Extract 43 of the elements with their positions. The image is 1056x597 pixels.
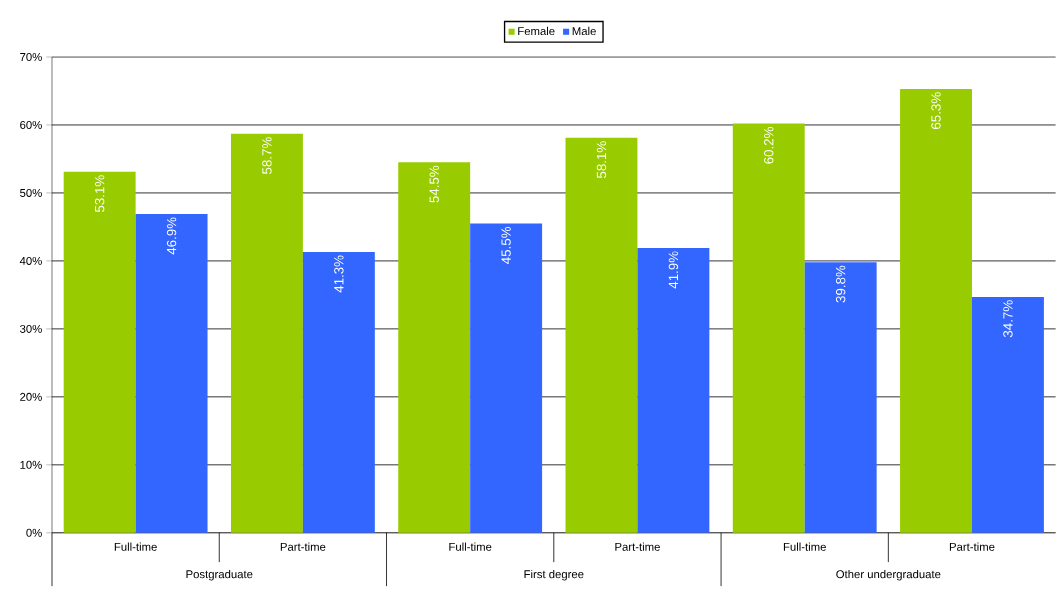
bar — [971, 297, 1044, 533]
text: Postgraduate — [186, 570, 253, 581]
data-label: 54.5% — [429, 165, 439, 203]
x-tick-label: Part-time — [949, 542, 995, 551]
data-label: 45.5% — [501, 227, 511, 265]
x-tick-label: Part-time — [280, 542, 326, 551]
y-tick-label: 0% — [26, 528, 42, 537]
y-tick-label: 20% — [20, 392, 42, 401]
y-tick-label: 50% — [20, 189, 42, 198]
bar — [63, 171, 136, 533]
y-tick-label: 10% — [20, 460, 42, 469]
legend-label: Female — [518, 26, 555, 36]
data-label: 65.3% — [931, 92, 941, 130]
legend-label: Male — [572, 26, 596, 36]
data-label: 60.2% — [764, 127, 774, 164]
bar — [804, 262, 877, 533]
x-tick-label: Full-time — [114, 542, 157, 551]
y-tick-label: 30% — [20, 324, 42, 333]
bar — [732, 123, 805, 533]
data-label: 58.7% — [262, 137, 272, 175]
bar — [230, 133, 303, 533]
bar — [302, 252, 375, 533]
y-tick-label: 40% — [19, 257, 42, 266]
text: First degree — [524, 570, 584, 581]
data-label: 41.9% — [668, 251, 679, 289]
x-tick-label: Full-time — [449, 542, 492, 551]
bar — [135, 214, 208, 533]
bar — [470, 223, 543, 533]
data-label: 58.1% — [596, 141, 607, 179]
bar — [900, 89, 972, 533]
data-label: 34.7% — [1003, 300, 1013, 338]
data-label: 53.1% — [94, 175, 105, 213]
text: Other undergraduate — [836, 570, 941, 581]
x-tick-label: Full-time — [783, 542, 826, 551]
x-tick-label: Part-time — [615, 542, 660, 551]
bar — [637, 248, 710, 533]
y-tick-label: 60% — [20, 121, 42, 130]
bar — [398, 162, 471, 533]
data-label: 39.8% — [835, 265, 846, 303]
bar — [565, 137, 638, 533]
data-label: 41.3% — [334, 255, 344, 293]
y-tick-label: 70% — [20, 53, 42, 62]
data-label: 46.9% — [166, 217, 177, 255]
